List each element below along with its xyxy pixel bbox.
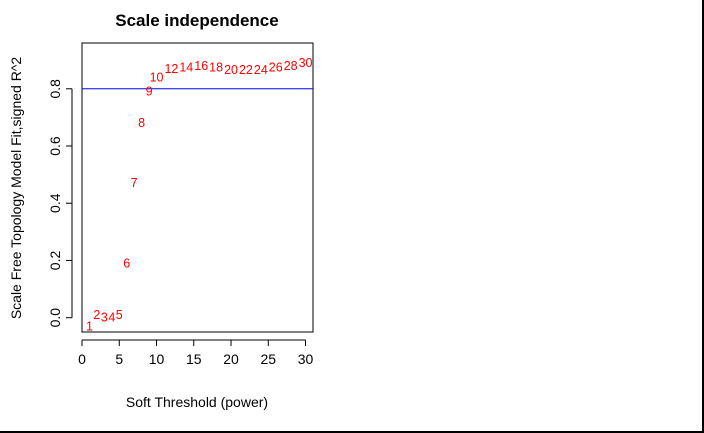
- point-label: 3: [101, 311, 108, 325]
- right-border: [702, 0, 704, 433]
- point-label: 10: [150, 70, 164, 84]
- x-tick-label: 15: [186, 351, 202, 367]
- point-label: 14: [179, 60, 193, 74]
- y-tick-label: 0.2: [47, 251, 63, 271]
- point-label: 1: [86, 319, 93, 333]
- point-label: 7: [131, 176, 138, 190]
- y-tick-label: 0.6: [47, 136, 63, 156]
- point-label: 6: [123, 256, 130, 270]
- x-axis-label: Soft Threshold (power): [126, 394, 268, 410]
- point-label: 8: [138, 116, 145, 130]
- point-label: 2: [93, 308, 100, 322]
- point-label: 22: [239, 63, 253, 77]
- plot-frame: [81, 42, 314, 333]
- point-label: 28: [284, 59, 298, 73]
- point-label: 20: [224, 63, 238, 77]
- point-label: 26: [269, 60, 283, 74]
- point-label: 18: [209, 60, 223, 74]
- y-tick-label: 0.0: [47, 308, 63, 328]
- bottom-border: [0, 431, 704, 433]
- point-label: 12: [164, 62, 178, 76]
- x-axis: 0 5 10 15 20 25 30: [78, 339, 314, 367]
- point-label: 30: [299, 56, 313, 70]
- x-tick-label: 0: [78, 351, 86, 367]
- x-tick-label: 10: [149, 351, 165, 367]
- point-label: 4: [108, 311, 115, 325]
- y-axis: 0.0 0.2 0.4 0.6 0.8: [47, 79, 73, 328]
- y-axis-label: Scale Free Topology Model Fit,signed R^2: [8, 57, 24, 320]
- x-tick-label: 5: [115, 351, 123, 367]
- point-label: 5: [116, 308, 123, 322]
- chart-title: Scale independence: [115, 11, 278, 30]
- x-tick-label: 30: [298, 351, 314, 367]
- x-tick-label: 25: [261, 351, 277, 367]
- x-tick-label: 20: [223, 351, 239, 367]
- y-tick-label: 0.8: [47, 79, 63, 99]
- point-label: 9: [146, 85, 153, 99]
- point-label: 24: [254, 63, 268, 77]
- point-label: 16: [194, 59, 208, 73]
- y-tick-label: 0.4: [47, 193, 63, 213]
